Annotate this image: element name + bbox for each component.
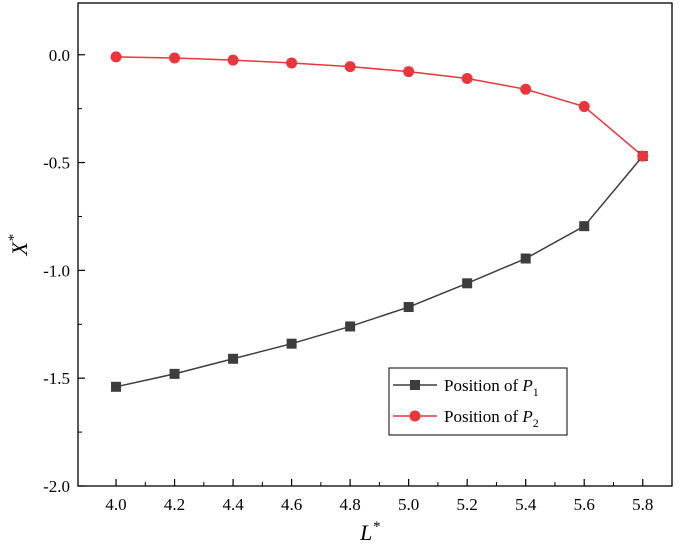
series-1-point: [462, 278, 473, 289]
series-1-line: [115, 155, 644, 388]
series-2-point: [637, 150, 649, 162]
x-tick-label: 4.8: [340, 495, 361, 514]
legend-marker-p1: [410, 380, 420, 390]
y-tick-label: 0.0: [49, 46, 70, 65]
legend: Position of P1 Position of P2: [388, 367, 568, 436]
legend-box: [388, 367, 568, 436]
series-2-point: [520, 83, 532, 95]
x-tick-label: 5.6: [574, 495, 595, 514]
series-2-point: [461, 72, 473, 84]
x-axis: 4.0 4.2 4.4 4.6 4.8 5.0 5.2 5.4 5.6 5.8: [105, 479, 653, 514]
series-1-point: [579, 221, 590, 232]
plot-frame: [77, 2, 673, 487]
series-2-line: [116, 56, 644, 157]
series-2-point: [286, 57, 298, 69]
series-2-point: [169, 52, 181, 64]
series-1-point: [286, 338, 297, 349]
series-2-point: [110, 51, 122, 63]
x-tick-label: 5.2: [457, 495, 478, 514]
y-axis-title: X*: [6, 234, 32, 256]
y-tick-label: -2.0: [43, 477, 70, 496]
series-1-point: [111, 381, 122, 392]
x-tick-label: 4.2: [164, 495, 185, 514]
legend-marker-p2: [409, 410, 421, 422]
series-2-point: [403, 66, 415, 78]
series-1-point: [228, 353, 239, 364]
x-axis-title: L*: [359, 519, 380, 544]
legend-label-p2: Position of P2: [444, 407, 539, 430]
x-tick-label: 4.4: [222, 495, 244, 514]
series-1-point: [403, 302, 414, 313]
x-tick-label: 5.4: [515, 495, 537, 514]
series-1-point: [520, 253, 531, 264]
series-1-point: [169, 368, 180, 379]
x-tick-label: 4.6: [281, 495, 302, 514]
y-axis: 0.0 -0.5 -1.0 -1.5 -2.0: [43, 46, 85, 496]
y-tick-label: -0.5: [43, 154, 70, 173]
series-1-point: [345, 321, 356, 332]
x-tick-label: 4.0: [105, 495, 126, 514]
y-tick-label: -1.5: [43, 369, 70, 388]
series-2-point: [344, 61, 356, 73]
series-2-point: [578, 101, 590, 112]
x-tick-label: 5.8: [632, 495, 653, 514]
series-2-point: [227, 54, 239, 66]
legend-label-p1: Position of P1: [444, 376, 539, 399]
series-layer: [110, 51, 649, 392]
y-tick-label: -1.0: [43, 261, 70, 280]
x-tick-label: 5.0: [398, 495, 419, 514]
